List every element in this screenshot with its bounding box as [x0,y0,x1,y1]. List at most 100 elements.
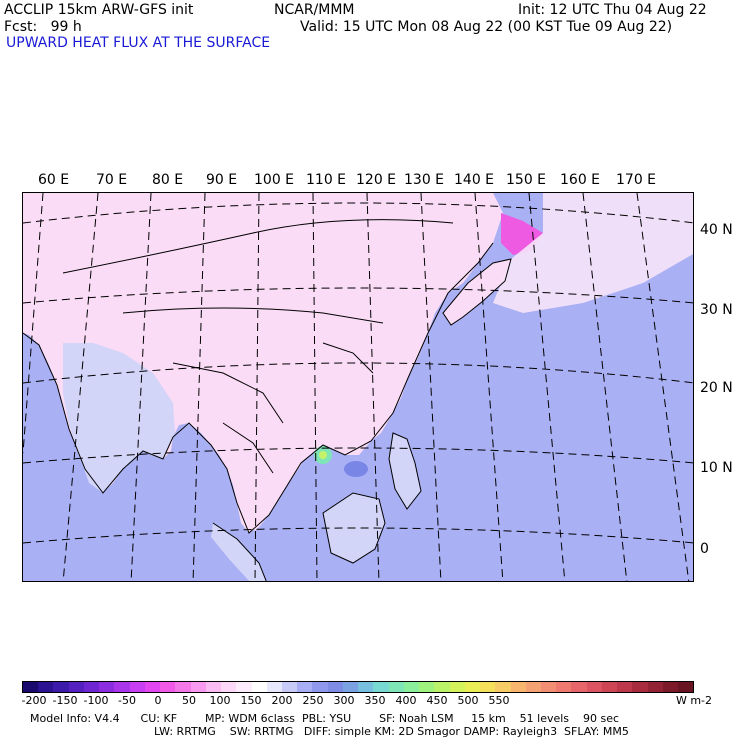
colorbar-tick: -50 [118,694,136,707]
model-info-line1: Model Info: V4.4 CU: KF MP: WDM 6class P… [30,712,620,725]
colorbar-swatch [525,682,541,692]
colorbar-swatch [205,682,222,692]
colorbar-swatch [327,682,343,692]
colorbar-swatch [662,682,679,692]
colorbar-swatch [190,682,206,692]
colorbar-swatch [510,682,526,692]
colorbar-swatch [312,682,328,692]
colorbar-swatch [53,682,69,692]
colorbar-swatch [373,682,389,692]
colorbar-swatch [266,682,282,692]
colorbar-tick: 450 [426,694,448,707]
flux-hotspot-core [319,451,327,459]
lat-label-0: 0 [700,541,709,557]
colorbar-swatch [114,682,130,692]
colorbar-swatch [38,682,54,692]
lat-label-40n: 40 N [700,222,733,238]
lon-label-70e: 70 E [96,172,128,188]
lon-label-140e: 140 E [454,172,495,188]
colorbar-tick: -100 [83,694,109,707]
colorbar-swatch [601,682,618,692]
colorbar-tick: 400 [395,694,417,707]
lon-label-130e: 130 E [404,172,445,188]
colorbar-tick: -200 [21,694,47,707]
projection-grid [23,193,693,581]
colorbar-swatch [297,682,313,692]
country-borders [62,219,454,474]
lon-label-100e: 100 E [254,172,295,188]
colorbar-tick: 100 [209,694,231,707]
colorbar-swatch [83,682,100,692]
lon-label-80e: 80 E [152,172,184,188]
colorbar-swatch [99,682,115,692]
model-info-line2: LW: RRTMG SW: RRTMG DIFF: simple KM: 2D … [154,725,629,738]
colorbar-tick: 300 [333,694,355,707]
colorbar-swatch [678,682,694,692]
colorbar-swatch [632,682,648,692]
lon-label-170e: 170 E [616,172,657,188]
colorbar-swatch [434,682,450,692]
indochina-region [219,425,307,531]
organization-label: NCAR/MMM [274,2,355,18]
philippines [389,433,421,509]
colorbar-swatch [236,682,252,692]
colorbar-swatch [129,682,145,692]
lat-label-30n: 30 N [700,302,733,318]
colorbar-swatch [342,682,359,692]
colorbar-swatch [647,682,663,692]
colorbar-swatch [144,682,161,692]
colorbar-swatch [449,682,465,692]
colorbar-tick: -150 [52,694,78,707]
colorbar-swatch [281,682,298,692]
map-canvas [23,193,693,581]
lon-label-60e: 60 E [38,172,70,188]
colorbar-unit: W m-2 [675,694,713,707]
flux-patch [344,461,368,477]
lon-label-110e: 110 E [306,172,347,188]
lon-label-160e: 160 E [560,172,601,188]
colorbar-tick: 50 [182,694,196,707]
colorbar-swatch [403,682,420,692]
colorbar-swatch [23,682,39,692]
colorbar-swatch [221,682,237,692]
lon-label-90e: 90 E [206,172,238,188]
colorbar-swatch [480,682,496,692]
colorbar-swatch [495,682,511,692]
lon-label-150e: 150 E [506,172,547,188]
colorbar-swatch [571,682,587,692]
lat-label-20n: 20 N [700,380,733,396]
colorbar-tick: 200 [271,694,293,707]
colorbar-tick: 350 [364,694,386,707]
colorbar-swatch [464,682,481,692]
valid-time: Valid: 15 UTC Mon 08 Aug 22 (00 KST Tue … [300,19,673,35]
field-title: UPWARD HEAT FLUX AT THE SURFACE [6,35,271,51]
lon-label-120e: 120 E [356,172,397,188]
colorbar-swatch [388,682,404,692]
india-region [63,343,175,493]
colorbar [22,681,694,693]
colorbar-tick: 500 [457,694,479,707]
colorbar-swatch [358,682,374,692]
forecast-hour: Fcst: 99 h [4,19,82,35]
coastlines [23,242,512,581]
colorbar-swatch [160,682,176,692]
model-title: ACCLIP 15km ARW-GFS init [4,2,194,18]
colorbar-tick: 250 [302,694,324,707]
sumatra [211,523,267,581]
heat-flux-map [22,192,694,582]
colorbar-swatch [251,682,267,692]
japan-islands [443,259,511,325]
colorbar-swatch [419,682,435,692]
lat-label-10n: 10 N [700,460,733,476]
colorbar-swatch [540,682,557,692]
colorbar-tick: 550 [488,694,510,707]
init-time: Init: 12 UTC Thu 04 Aug 22 [518,2,707,18]
colorbar-tick: 150 [240,694,262,707]
north-pacific-pink [493,193,693,313]
colorbar-swatch [586,682,602,692]
colorbar-swatch [556,682,572,692]
colorbar-tick: 0 [154,694,162,707]
colorbar-swatch [617,682,633,692]
colorbar-swatch [68,682,84,692]
colorbar-swatch [175,682,191,692]
